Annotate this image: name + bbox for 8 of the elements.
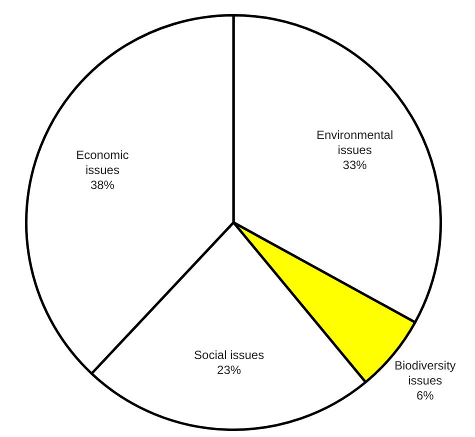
data-label: 33%: [342, 158, 368, 172]
slice-label: Economic issues: [76, 148, 129, 177]
slice-label: Social issues: [194, 348, 264, 362]
slice-label: Environmental issues: [316, 128, 394, 158]
data-label: 38%: [90, 178, 115, 192]
data-label: 6%: [416, 388, 434, 402]
slice-label: Biodiversity issues: [394, 358, 456, 388]
data-label: 23%: [217, 363, 242, 378]
